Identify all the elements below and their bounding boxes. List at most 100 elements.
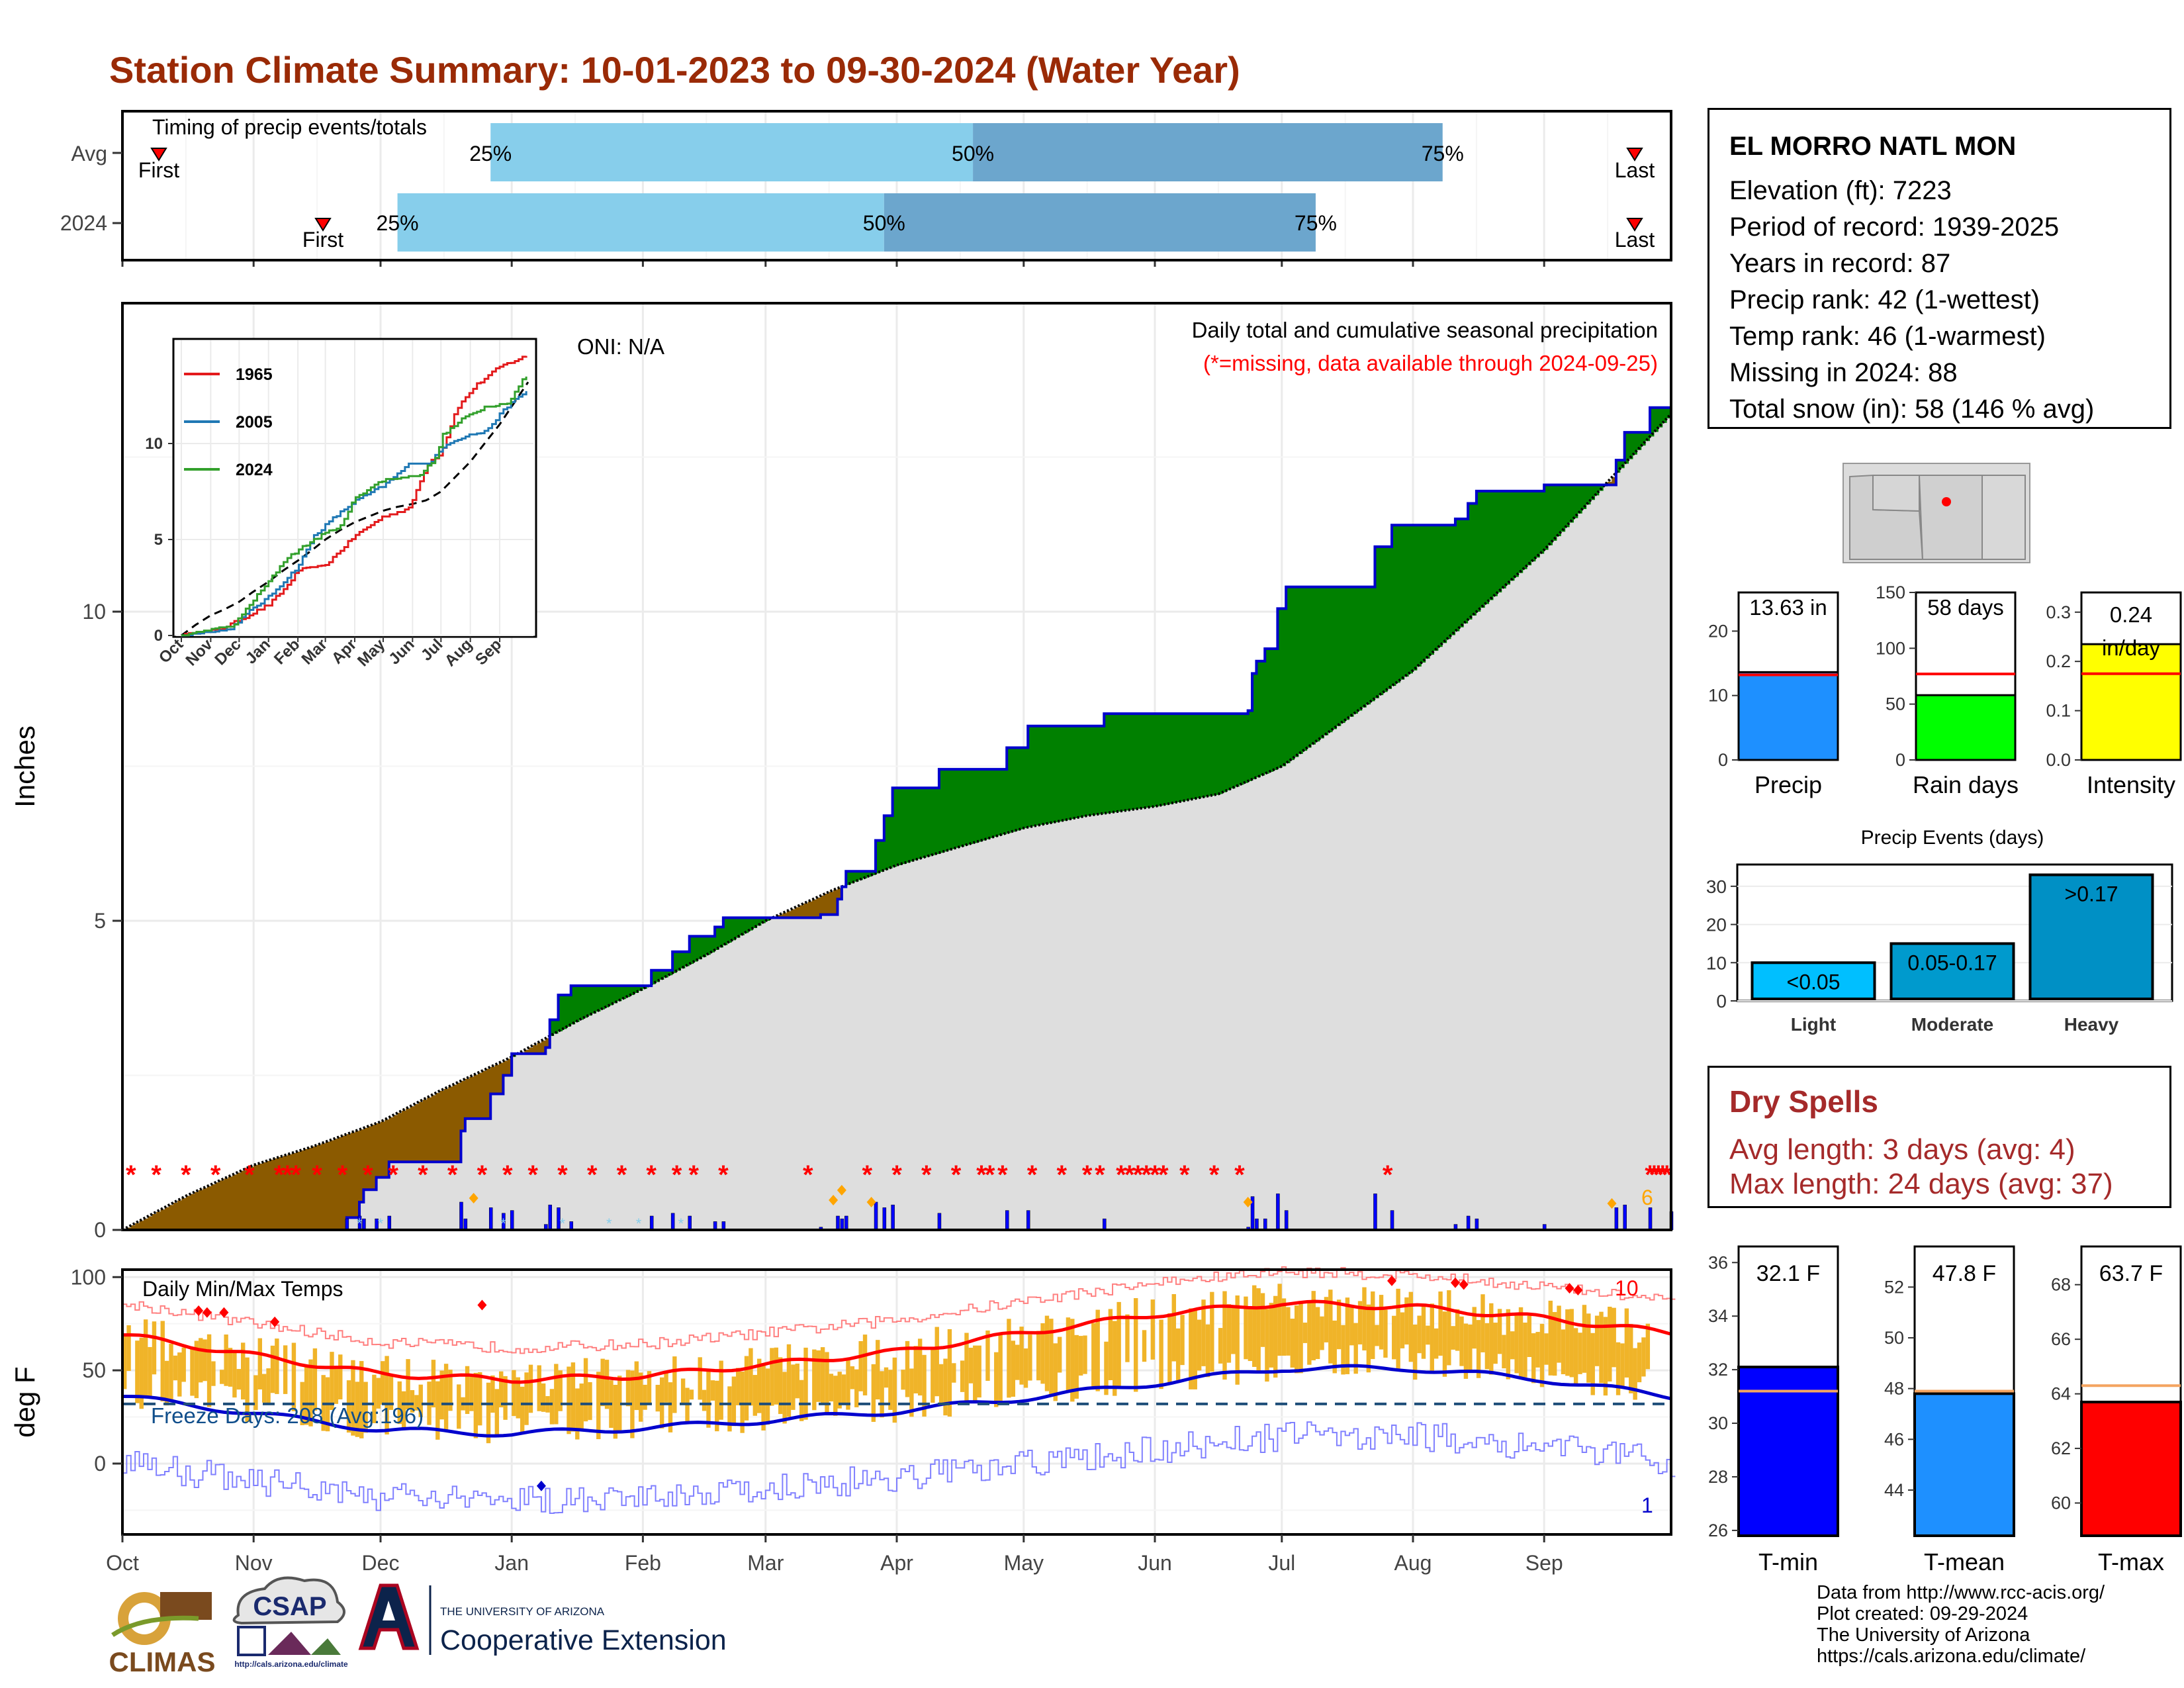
timing-label: Timing of precip events/totals	[152, 115, 427, 139]
daily-temp-bar	[782, 1372, 787, 1424]
snow-count: 6	[1641, 1186, 1653, 1209]
daily-temp-bar	[143, 1319, 148, 1396]
daily-temp-bar	[520, 1386, 525, 1432]
daily-temp-bar	[876, 1340, 880, 1400]
daily-temp-bar	[1506, 1309, 1511, 1380]
snow-marker: *	[636, 1215, 642, 1232]
daily-temp-bar	[1311, 1291, 1316, 1360]
daily-temp-bar	[770, 1348, 774, 1406]
precip-subtitle: (*=missing, data available through 2024-…	[1203, 351, 1658, 375]
daily-temp-bar	[1108, 1309, 1113, 1381]
daily-temp-bar	[1231, 1305, 1236, 1354]
daily-temp-bar	[799, 1380, 804, 1421]
events-ytick-label: 10	[1706, 953, 1727, 973]
missing-data-marker: *	[1209, 1160, 1220, 1190]
timing-frame	[121, 110, 1672, 261]
daily-temp-bar	[803, 1347, 808, 1420]
daily-temp-bar	[435, 1381, 440, 1440]
daily-temp-bar	[680, 1378, 686, 1404]
daily-temp-bar	[1336, 1299, 1342, 1350]
snowfall-diamond	[1607, 1198, 1617, 1209]
missing-data-marker: *	[617, 1160, 627, 1190]
daily-temp-bar	[549, 1389, 555, 1425]
daily-temp-bar	[985, 1330, 990, 1381]
daily-temp-bar	[1328, 1289, 1333, 1364]
daily-temp-bar	[473, 1372, 478, 1438]
events-bar-moderate	[1889, 942, 2015, 1001]
csap-text: CSAP	[253, 1592, 326, 1621]
temp-stat-ytick-label: 36	[1708, 1252, 1728, 1272]
stat-ytick-label: 10	[1708, 686, 1728, 706]
station-period: Period of record: 1939-2025	[1729, 212, 2060, 242]
daily-temp-bar	[1599, 1311, 1604, 1383]
daily-temp-bar	[1167, 1313, 1172, 1383]
daily-temp-bar	[1205, 1324, 1210, 1378]
events-ytick-label: 20	[1706, 915, 1727, 935]
daily-temp-bar	[1074, 1335, 1079, 1399]
record-high-marker	[1459, 1279, 1469, 1290]
daily-temp-bar	[710, 1380, 715, 1401]
daily-temp-bar	[829, 1374, 834, 1402]
daily-temp-bar	[1171, 1293, 1176, 1362]
daily-temp-bar	[786, 1344, 792, 1417]
daily-temp-bar	[1244, 1296, 1248, 1360]
daily-temp-bar	[1603, 1317, 1608, 1396]
average-min-line	[122, 1364, 1672, 1438]
missing-data-marker: *	[985, 1160, 995, 1190]
daily-temp-bar	[355, 1382, 360, 1437]
temp-stat-value: 32.1 F	[1756, 1261, 1820, 1286]
daily-temp-bar	[1248, 1308, 1253, 1362]
daily-temp-bar	[1539, 1323, 1545, 1387]
record-high-marker	[1387, 1275, 1397, 1286]
temp-stat-ytick-label: 48	[1884, 1379, 1904, 1399]
daily-temp-bar	[283, 1345, 288, 1394]
daily-temp-bar	[1569, 1309, 1574, 1378]
temp-ytick-label: 50	[82, 1358, 106, 1382]
daily-temp-bar	[304, 1364, 309, 1425]
stat-ytick-label: 0	[1718, 750, 1728, 770]
missing-data-marker: *	[1645, 1160, 1655, 1190]
inset-legend-label: 1965	[236, 365, 273, 384]
daily-temp-bar	[363, 1382, 368, 1433]
daily-temp-bar	[846, 1360, 850, 1410]
missing-data-marker: *	[1133, 1160, 1144, 1190]
stat-bar-precip	[1737, 671, 1839, 761]
daily-temp-bar	[604, 1360, 610, 1409]
temp-stat-bar-t-max	[2080, 1400, 2182, 1537]
daily-temp-bar	[1302, 1323, 1308, 1343]
daily-temp-bar	[871, 1364, 876, 1422]
daily-temp-bar	[312, 1348, 318, 1411]
missing-data-marker: *	[646, 1160, 657, 1190]
timing-label-50: 50%	[952, 142, 994, 165]
daily-temp-bar	[1645, 1323, 1651, 1370]
daily-temp-bar	[1307, 1303, 1312, 1365]
daily-temp-bar	[1612, 1307, 1616, 1368]
daily-temp-bar	[1320, 1316, 1324, 1350]
daily-temp-bar	[634, 1361, 639, 1411]
daily-temp-bar	[778, 1357, 783, 1415]
daily-temp-bar	[1113, 1321, 1117, 1396]
missing-data-marker: *	[1057, 1160, 1068, 1190]
daily-temp-bar	[820, 1347, 825, 1405]
locator-map	[1843, 463, 2030, 563]
station-location-marker	[1942, 497, 1951, 506]
precip-ytick-label: 0	[94, 1218, 106, 1242]
month-label-aug: Aug	[1394, 1551, 1432, 1575]
daily-temp-bar	[1497, 1309, 1502, 1354]
daily-temp-bar	[1578, 1333, 1582, 1374]
daily-temp-bar	[1633, 1348, 1637, 1400]
daily-temp-bar	[1375, 1325, 1379, 1346]
daily-temp-bar	[1159, 1319, 1163, 1389]
ua-logo: THE UNIVERSITY OF ARIZONA Cooperative Ex…	[358, 1583, 727, 1656]
missing-data-marker: *	[181, 1160, 191, 1190]
temp-stat-label: T-mean	[1924, 1548, 2005, 1575]
daily-temp-bar	[931, 1348, 935, 1403]
daily-temp-bar	[1366, 1304, 1371, 1373]
temp-stat-label: T-max	[2098, 1548, 2164, 1575]
daily-temp-bar	[1396, 1288, 1400, 1371]
daily-temp-bar	[968, 1347, 974, 1383]
precip-title: Daily total and cumulative seasonal prec…	[1192, 318, 1658, 342]
missing-data-marker: *	[1082, 1160, 1093, 1190]
daily-temp-bar	[1573, 1328, 1578, 1385]
month-label-nov: Nov	[235, 1551, 273, 1575]
